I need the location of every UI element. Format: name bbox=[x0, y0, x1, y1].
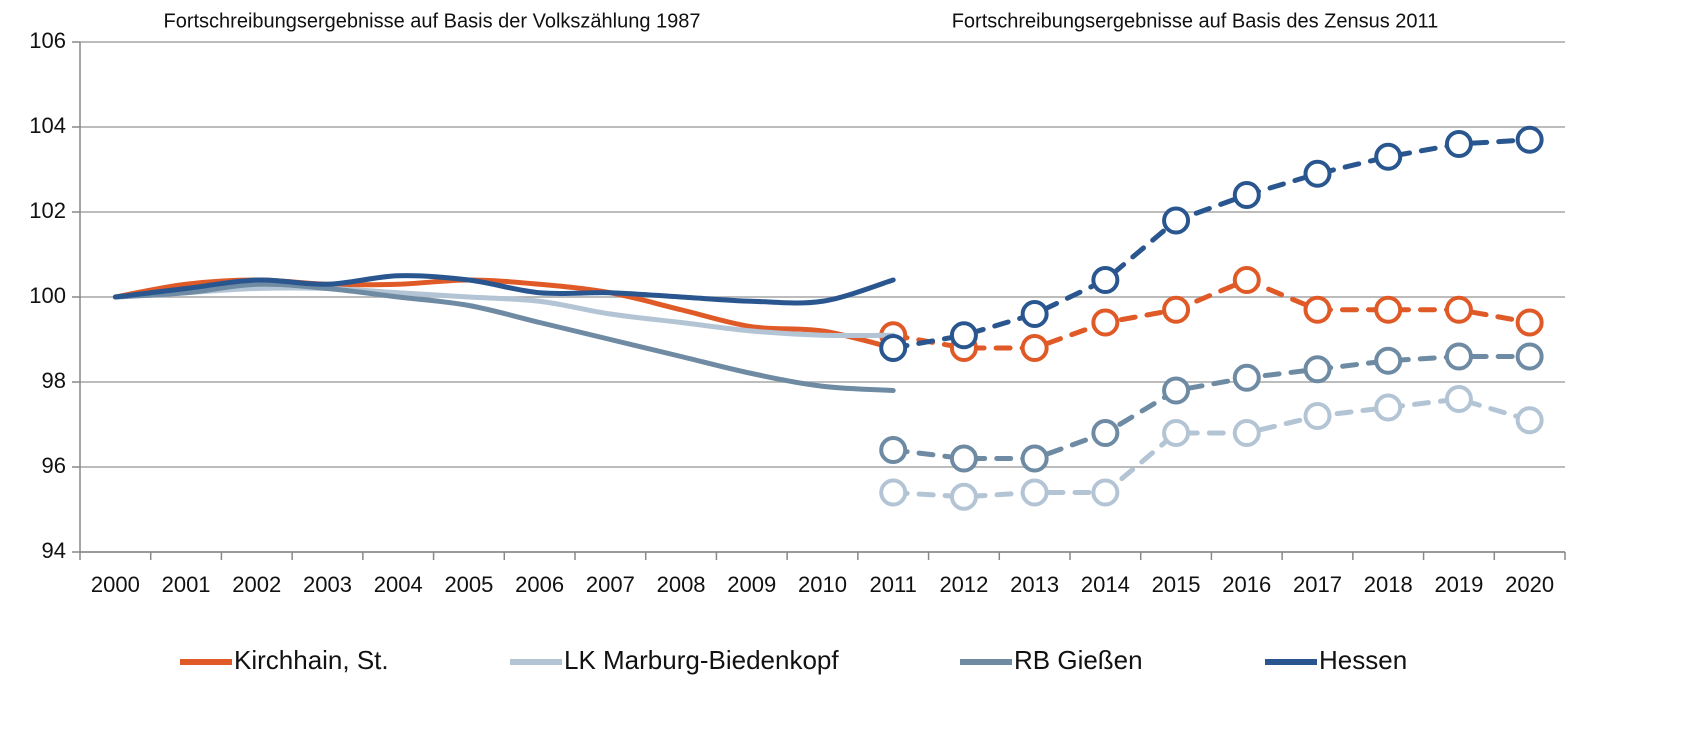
x-tick-label: 2010 bbox=[798, 572, 847, 597]
series-line bbox=[112, 281, 896, 393]
x-tick-label: 2015 bbox=[1152, 572, 1201, 597]
point-marker bbox=[1162, 419, 1191, 447]
y-tick-label: 94 bbox=[42, 538, 66, 563]
point-marker bbox=[1374, 295, 1403, 324]
point-marker bbox=[1232, 266, 1261, 294]
x-tick-label: 2005 bbox=[444, 572, 493, 597]
point-marker bbox=[1515, 308, 1544, 337]
series-line bbox=[112, 273, 896, 306]
point-marker bbox=[879, 478, 908, 507]
point-marker bbox=[949, 444, 978, 473]
x-tick-label: 2012 bbox=[939, 572, 988, 597]
x-tick-label: 2004 bbox=[374, 572, 423, 597]
x-tick-label: 2017 bbox=[1293, 572, 1342, 597]
point-marker bbox=[1303, 295, 1332, 324]
x-tick-label: 2000 bbox=[91, 572, 140, 597]
point-marker bbox=[1091, 266, 1120, 294]
census-line bbox=[890, 396, 1533, 500]
point-marker bbox=[1444, 130, 1473, 158]
point-marker bbox=[1303, 355, 1332, 384]
point-marker bbox=[1020, 334, 1049, 362]
y-tick-label: 98 bbox=[42, 368, 66, 393]
point-marker bbox=[879, 436, 908, 464]
legend-text: LK Marburg-Biedenkopf bbox=[564, 645, 839, 675]
x-tick-label: 2011 bbox=[870, 572, 917, 597]
point-marker bbox=[1091, 478, 1120, 507]
point-marker bbox=[1091, 308, 1120, 337]
point-marker bbox=[1303, 159, 1332, 188]
point-marker bbox=[1162, 376, 1191, 405]
census-line bbox=[890, 137, 1533, 351]
x-tick-label: 2001 bbox=[162, 572, 211, 597]
annotation: Fortschreibungsergebnisse auf Basis des … bbox=[952, 10, 1439, 32]
x-tick-label: 2020 bbox=[1505, 572, 1554, 597]
point-marker bbox=[1232, 181, 1261, 209]
legend-text: RB Gießen bbox=[1014, 645, 1143, 675]
point-marker bbox=[949, 321, 978, 350]
point-marker bbox=[1444, 295, 1473, 324]
x-tick-label: 2016 bbox=[1222, 572, 1271, 597]
point-marker bbox=[879, 334, 908, 362]
x-tick-label: 2009 bbox=[727, 572, 776, 597]
point-marker bbox=[1374, 393, 1403, 422]
x-tick-label: 2006 bbox=[515, 572, 564, 597]
annotation: Fortschreibungsergebnisse auf Basis der … bbox=[164, 10, 701, 32]
x-tick-label: 2018 bbox=[1364, 572, 1413, 597]
point-marker bbox=[1515, 125, 1544, 154]
point-marker bbox=[1374, 142, 1403, 171]
point-marker bbox=[1091, 419, 1120, 447]
point-marker bbox=[1020, 444, 1049, 473]
point-marker bbox=[1162, 295, 1191, 324]
point-marker bbox=[1515, 406, 1544, 435]
point-marker bbox=[1444, 342, 1473, 371]
x-tick-label: 2014 bbox=[1081, 572, 1130, 597]
x-tick-label: 2002 bbox=[232, 572, 281, 597]
y-tick-label: 106 bbox=[29, 28, 66, 53]
point-marker bbox=[1232, 419, 1261, 447]
x-tick-label: 2019 bbox=[1434, 572, 1483, 597]
legend-text: Hessen bbox=[1319, 645, 1407, 675]
census-line bbox=[890, 277, 1533, 351]
point-marker bbox=[1444, 385, 1473, 413]
y-tick-label: 96 bbox=[42, 453, 66, 478]
x-tick-label: 2003 bbox=[303, 572, 352, 597]
series-line bbox=[112, 285, 896, 339]
x-tick-label: 2013 bbox=[1010, 572, 1059, 597]
legend-text: Kirchhain, St. bbox=[234, 645, 389, 675]
point-marker bbox=[1303, 402, 1332, 430]
y-tick-label: 102 bbox=[29, 198, 66, 223]
point-marker bbox=[1232, 363, 1261, 392]
y-tick-label: 100 bbox=[29, 283, 66, 308]
x-tick-label: 2008 bbox=[657, 572, 706, 597]
point-marker bbox=[1020, 300, 1049, 328]
point-marker bbox=[1020, 478, 1049, 507]
y-tick-label: 104 bbox=[29, 113, 66, 138]
point-marker bbox=[949, 482, 978, 511]
point-marker bbox=[1162, 206, 1191, 235]
census-line bbox=[890, 354, 1533, 461]
point-marker bbox=[1374, 346, 1403, 375]
x-tick-label: 2007 bbox=[586, 572, 635, 597]
point-marker bbox=[1515, 342, 1544, 371]
